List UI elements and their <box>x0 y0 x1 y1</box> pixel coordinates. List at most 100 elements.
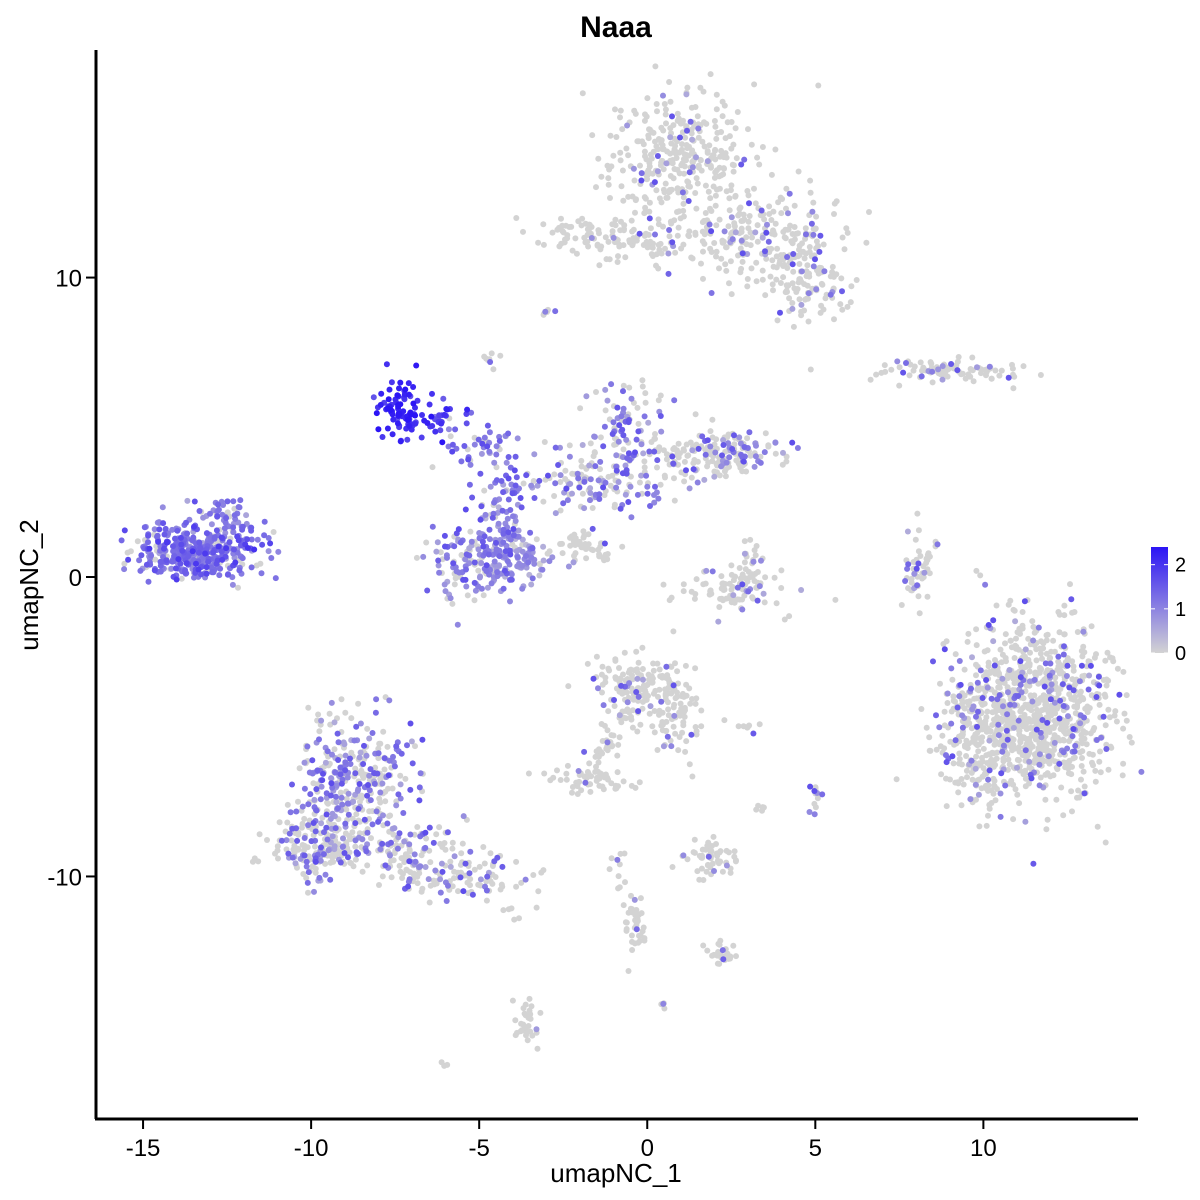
data-point <box>1080 768 1087 775</box>
data-point <box>599 663 606 670</box>
data-point <box>341 850 348 856</box>
data-point <box>1036 761 1043 768</box>
data-point <box>301 842 308 849</box>
data-point <box>436 824 443 831</box>
data-point <box>926 747 933 754</box>
data-point <box>408 738 415 745</box>
data-point <box>390 416 397 423</box>
data-point <box>695 162 702 169</box>
data-point <box>477 470 484 477</box>
data-point <box>716 265 722 272</box>
data-point <box>683 91 690 98</box>
data-point <box>406 876 413 883</box>
data-point <box>1026 682 1033 689</box>
data-point <box>463 420 470 427</box>
data-point <box>744 188 751 194</box>
data-point <box>914 510 921 517</box>
data-point <box>467 848 474 855</box>
data-point <box>618 682 625 689</box>
data-point <box>707 428 714 435</box>
data-point <box>647 503 653 509</box>
data-point <box>481 487 488 494</box>
data-point <box>489 880 496 887</box>
data-point <box>1108 744 1115 751</box>
data-point <box>958 371 965 378</box>
data-point <box>686 761 693 768</box>
data-point <box>622 879 628 886</box>
data-point <box>963 737 970 744</box>
data-point <box>596 551 603 558</box>
data-point <box>535 888 542 895</box>
data-point <box>595 546 602 553</box>
data-point <box>811 811 818 818</box>
data-point <box>1011 720 1017 727</box>
data-point <box>686 485 693 492</box>
data-point <box>1072 677 1078 684</box>
data-point <box>557 472 564 479</box>
data-point <box>758 557 764 564</box>
data-point <box>442 588 449 595</box>
data-point <box>612 106 618 113</box>
data-point <box>418 888 425 895</box>
data-point <box>476 863 483 870</box>
data-point <box>639 666 646 672</box>
data-point <box>1000 755 1007 762</box>
data-point <box>667 150 674 157</box>
data-point <box>721 468 728 475</box>
data-point <box>660 743 667 750</box>
data-point <box>689 447 696 454</box>
data-point <box>452 575 459 582</box>
data-point <box>520 228 526 235</box>
data-point <box>753 543 760 549</box>
data-point <box>675 680 682 687</box>
data-point <box>670 682 677 689</box>
data-point <box>1041 683 1048 690</box>
data-point <box>997 813 1004 820</box>
data-point <box>729 446 736 452</box>
data-point <box>656 686 663 693</box>
data-point <box>197 544 204 551</box>
data-point <box>709 434 716 441</box>
data-point <box>1006 667 1013 673</box>
data-point <box>748 141 755 148</box>
data-point <box>387 812 394 819</box>
data-point <box>712 192 719 199</box>
data-point <box>348 749 355 756</box>
data-point <box>631 896 638 903</box>
data-point <box>829 263 836 270</box>
data-point <box>1038 734 1045 741</box>
data-point <box>839 234 846 241</box>
data-point <box>933 712 939 719</box>
data-point <box>747 229 754 236</box>
data-point <box>744 283 751 290</box>
data-point <box>493 477 500 484</box>
data-point <box>694 479 701 486</box>
data-point <box>711 240 718 246</box>
data-point <box>643 472 650 479</box>
data-point <box>1056 702 1063 709</box>
data-point <box>639 138 646 145</box>
data-point <box>585 243 592 250</box>
data-point <box>324 836 331 843</box>
data-point <box>796 261 803 267</box>
data-point <box>583 393 590 400</box>
data-point <box>563 770 570 777</box>
data-point <box>184 530 191 537</box>
data-point <box>462 556 469 563</box>
data-point <box>780 449 786 456</box>
data-point <box>347 755 353 762</box>
data-point <box>626 680 633 687</box>
data-point <box>478 560 485 566</box>
data-point <box>1048 724 1055 731</box>
data-point <box>622 462 629 469</box>
data-point <box>739 453 746 460</box>
data-point <box>520 480 527 487</box>
data-point <box>1061 602 1068 609</box>
data-point <box>1123 717 1130 724</box>
data-point <box>640 924 647 931</box>
data-point <box>418 434 425 441</box>
data-point <box>214 557 221 564</box>
data-point <box>524 1037 531 1044</box>
data-point <box>611 441 618 448</box>
data-point <box>500 489 507 496</box>
